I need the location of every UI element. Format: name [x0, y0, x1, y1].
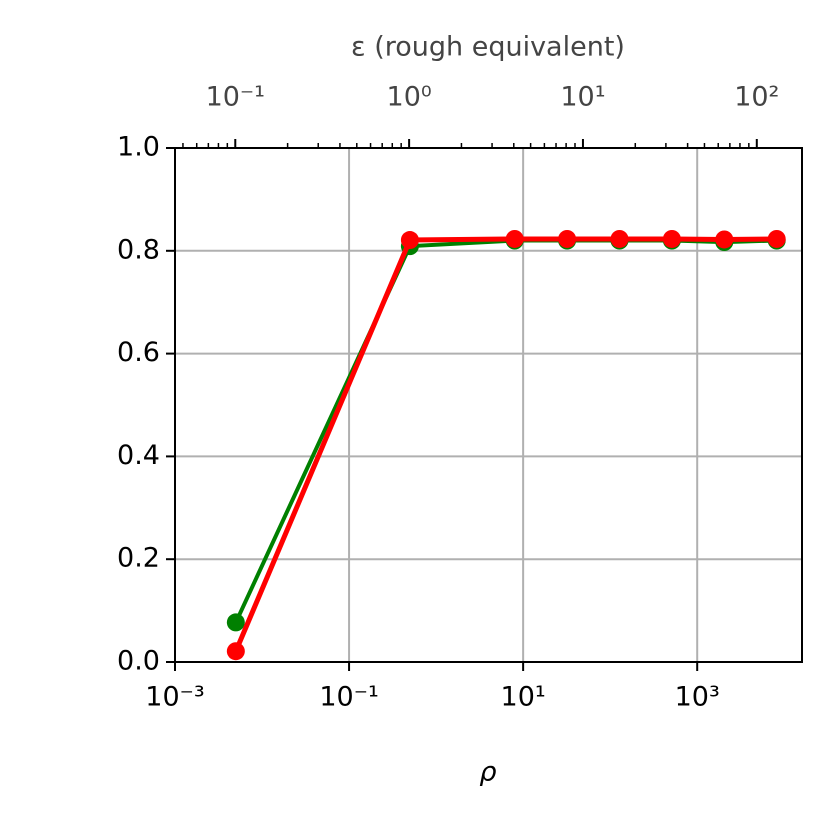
data-point [558, 229, 577, 248]
data-point [400, 231, 419, 250]
y-tick-label: 0.2 [117, 543, 160, 574]
y-tick-label: 0.4 [117, 440, 160, 471]
data-point [505, 229, 524, 248]
x2-axis-label: ε (rough equivalent) [351, 32, 625, 63]
data-point [226, 642, 245, 661]
x-tick-label: 10⁻³ [145, 682, 204, 713]
x2-tick-label: 10¹ [560, 82, 605, 113]
data-point [767, 229, 786, 248]
x-tick-label: 10³ [675, 682, 720, 713]
x2-tick-label: 10⁰ [387, 82, 432, 113]
y-tick-label: 0.6 [117, 337, 160, 368]
plot-frame [174, 147, 803, 663]
data-point [662, 229, 681, 248]
x2-tick-label: 10⁻¹ [206, 82, 265, 113]
x2-tick-label: 10² [734, 82, 779, 113]
data-point [610, 229, 629, 248]
x-tick-label: 10¹ [501, 682, 546, 713]
x-axis-label: ρ [479, 757, 496, 788]
series-line [234, 238, 777, 624]
y-tick-label: 0.0 [117, 646, 160, 677]
x-tick-label: 10⁻¹ [319, 682, 378, 713]
data-point [715, 230, 734, 249]
y-tick-label: 1.0 [117, 132, 160, 163]
y-tick-label: 0.8 [117, 234, 160, 265]
data-point [226, 613, 245, 632]
